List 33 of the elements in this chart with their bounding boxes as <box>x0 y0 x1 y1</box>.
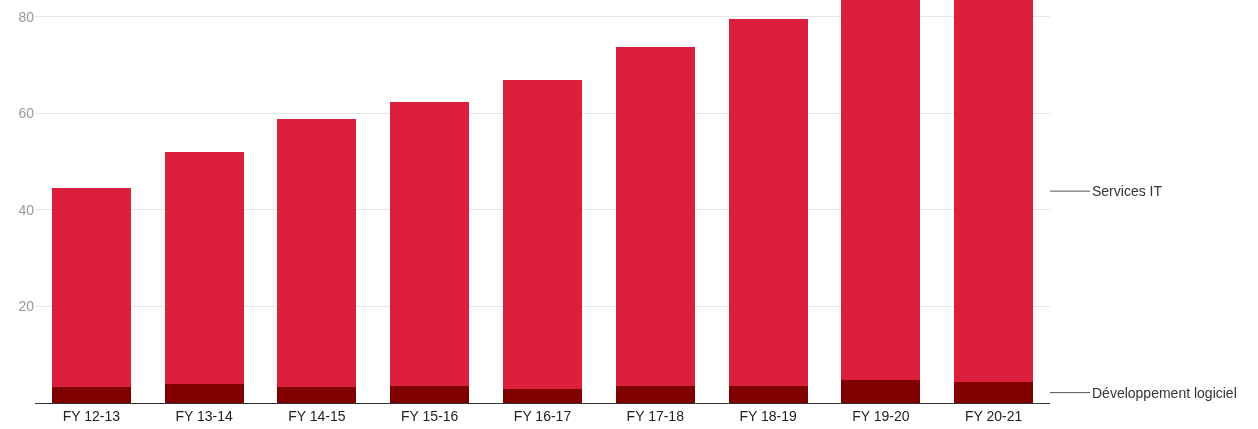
bar <box>728 19 808 387</box>
bar <box>51 387 131 403</box>
bar <box>841 0 921 380</box>
x-tick-label: FY 13-14 <box>175 407 234 424</box>
text: Services IT <box>1092 183 1163 199</box>
bar <box>503 389 582 403</box>
y-tick-label: 20 <box>18 298 35 315</box>
bar <box>728 386 808 403</box>
y-tick-label: 40 <box>18 201 35 218</box>
y-tick-label: 80 <box>18 8 35 25</box>
y-tick-label: 60 <box>18 105 35 122</box>
bar <box>164 384 244 403</box>
x-tick-label: FY 18-19 <box>739 407 797 424</box>
bar <box>390 101 470 387</box>
bar <box>954 382 1034 403</box>
x-tick-label: FY 15-16 <box>401 407 459 424</box>
x-tick-label: FY 16-17 <box>513 407 572 424</box>
bar <box>841 379 921 403</box>
bar <box>51 187 131 388</box>
bar <box>954 0 1034 383</box>
bar <box>615 46 695 387</box>
bar <box>277 387 357 403</box>
bar <box>390 386 470 403</box>
text: Développement logiciel <box>1092 385 1237 401</box>
x-tick-label: FY 17-18 <box>626 407 685 424</box>
bar <box>503 80 582 389</box>
x-tick-label: FY 20-21 <box>964 407 1023 424</box>
bar <box>164 151 244 385</box>
bar <box>277 118 357 388</box>
x-tick-label: FY 12-13 <box>62 407 121 424</box>
x-tick-label: FY 14-15 <box>288 407 346 424</box>
bar <box>615 386 695 403</box>
x-tick-label: FY 19-20 <box>852 407 910 424</box>
